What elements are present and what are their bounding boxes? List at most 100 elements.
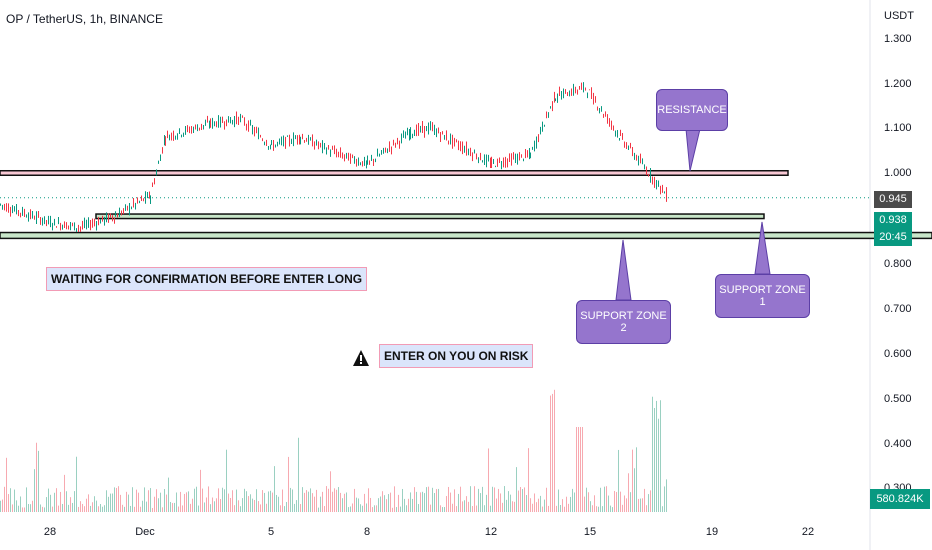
resistance-callout[interactable]: RESISTANCE: [656, 89, 728, 131]
volume-bar: [542, 506, 543, 512]
support-zone-1-callout[interactable]: SUPPORT ZONE 1: [715, 274, 810, 318]
volume-bar: [324, 506, 325, 512]
volume-bar: [558, 489, 559, 512]
volume-bar: [512, 501, 513, 512]
volume-bar: [422, 491, 423, 512]
volume-bar: [388, 494, 389, 512]
volume-bar: [622, 504, 623, 512]
volume-bar: [462, 501, 463, 512]
waiting-note[interactable]: WAITING FOR CONFIRMATION BEFORE ENTER LO…: [46, 267, 368, 291]
volume-bar: [604, 486, 605, 512]
volume-bar: [140, 506, 141, 512]
volume-bar: [284, 506, 285, 512]
volume-bar: [268, 491, 269, 512]
volume-bar: [392, 507, 393, 512]
volume-bar: [506, 499, 507, 512]
volume-bar: [108, 496, 109, 512]
volume-bar: [258, 501, 259, 512]
volume-bar: [202, 488, 203, 512]
volume-bar: [498, 488, 499, 512]
volume-bar: [666, 479, 667, 512]
volume-bar: [198, 505, 199, 512]
volume-bar: [152, 507, 153, 512]
volume-bar: [74, 491, 75, 512]
volume-bar: [154, 496, 155, 512]
volume-bar: [502, 502, 503, 512]
volume-bar: [200, 469, 201, 512]
volume-bar: [406, 505, 407, 512]
volume-bar: [2, 499, 3, 512]
volume-bar: [514, 501, 515, 512]
volume-bar: [342, 498, 343, 512]
volume-bar: [552, 393, 553, 512]
volume-bar: [104, 505, 105, 512]
volume-bar: [450, 492, 451, 512]
volume-bar: [222, 487, 223, 512]
volume-bar: [214, 501, 215, 512]
volume-bar: [638, 498, 639, 512]
volume-bar: [180, 491, 181, 512]
y-tick: 1.100: [884, 122, 912, 134]
x-tick: 19: [705, 526, 719, 538]
volume-bar: [492, 486, 493, 512]
volume-bar: [404, 498, 405, 512]
volume-bar: [322, 491, 323, 512]
volume-bar: [280, 505, 281, 512]
volume-bar: [256, 489, 257, 512]
volume-bar: [632, 449, 633, 512]
volume-bar: [266, 503, 267, 512]
volume-bar: [170, 501, 171, 512]
volume-bar: [412, 498, 413, 512]
risk-note[interactable]: ENTER ON YOU ON RISK: [379, 344, 534, 368]
volume-bar: [658, 418, 659, 512]
volume-bar: [482, 486, 483, 512]
volume-bar: [88, 494, 89, 512]
volume-bar: [642, 498, 643, 512]
volume-bar: [522, 489, 523, 512]
volume-bar: [244, 488, 245, 512]
volume-bar: [540, 495, 541, 512]
volume-bar: [116, 487, 117, 512]
volume-bar: [60, 491, 61, 512]
volume-bar: [72, 502, 73, 512]
volume-bar: [296, 500, 297, 512]
volume-bar: [630, 492, 631, 512]
volume-bar: [486, 494, 487, 512]
volume-bar: [328, 488, 329, 512]
volume-bar: [238, 500, 239, 512]
volume-bar: [476, 505, 477, 512]
y-tick: 0.800: [884, 258, 912, 270]
support-zone-2-callout[interactable]: SUPPORT ZONE 2: [576, 300, 671, 344]
volume-bar: [376, 505, 377, 512]
volume-bar: [254, 500, 255, 512]
x-tick: 15: [583, 526, 597, 538]
volume-bar: [650, 490, 651, 512]
volume-bar: [188, 491, 189, 512]
volume-bar: [32, 500, 33, 512]
volume-bar: [588, 492, 589, 512]
volume-bar: [134, 506, 135, 512]
volume-bar: [546, 487, 547, 512]
y-tick: 0.400: [884, 438, 912, 450]
volume-bar: [414, 487, 415, 512]
volume-bar: [192, 498, 193, 512]
volume-bar: [208, 486, 209, 512]
volume-bar: [384, 495, 385, 512]
volume-bar: [312, 493, 313, 512]
volume-bar: [504, 486, 505, 512]
y-tick: 0.500: [884, 393, 912, 405]
volume-bar: [68, 504, 69, 512]
volume-bar: [264, 492, 265, 512]
volume-bar: [368, 488, 369, 512]
volume-bar: [662, 506, 663, 512]
volume-bar: [616, 491, 617, 512]
volume-bar: [430, 504, 431, 512]
volume-bar: [22, 507, 23, 512]
volume-bar: [0, 500, 1, 512]
volume-bar: [372, 507, 373, 512]
warning-icon: [353, 350, 369, 366]
volume-bar: [46, 497, 47, 512]
volume-bar: [478, 488, 479, 512]
